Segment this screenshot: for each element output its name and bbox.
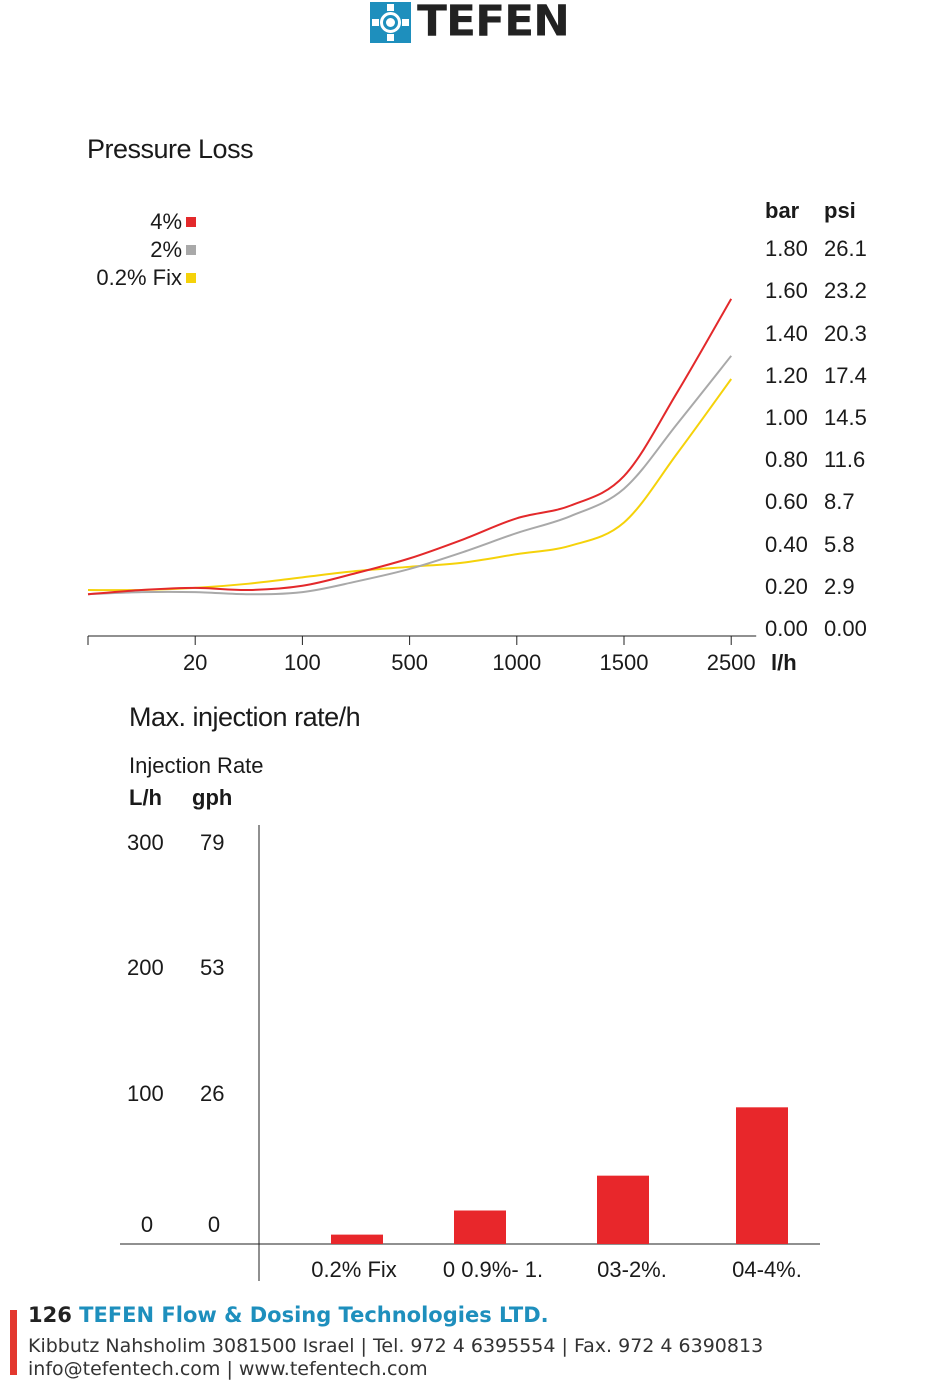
y-tick-label-psi: 14.5: [824, 405, 867, 430]
pressure-loss-title: Pressure Loss: [87, 134, 254, 164]
x-category-label: 03-2%.: [597, 1257, 667, 1282]
pressure-loss-plot: [87, 298, 757, 645]
injection-rate-title: Max. injection rate/h: [129, 702, 361, 732]
y-tick-label-psi: 2.9: [824, 573, 855, 599]
y-tick-label-bar: 1.60: [765, 278, 808, 304]
legend-item-fix: 0.2% Fix: [96, 265, 196, 291]
y-tick-label-gph: 79: [200, 830, 225, 855]
company-name: TEFEN Flow & Dosing Technologies LTD.: [79, 1303, 549, 1327]
footer-contact: info@tefentech.com | www.tefentech.com: [28, 1358, 428, 1380]
y-tick-label-lh: 100: [127, 1081, 164, 1106]
x-category-label: 04-4%.: [732, 1257, 802, 1282]
y-tick-label-bar: 1.80: [765, 236, 808, 262]
page-number: 126: [28, 1303, 72, 1327]
y-tick-label-lh: 300: [127, 830, 164, 855]
y-tick-label-gph: 53: [200, 955, 225, 980]
tefen-logo: TEFEN: [370, 0, 570, 47]
y-unit-gph: gph: [192, 785, 233, 810]
x-tick-label: 2500: [706, 650, 756, 675]
x-tick-label: 100: [284, 650, 321, 675]
injection-rate-ylabel: Injection Rate: [129, 753, 264, 778]
legend-item-4pct: 4%: [150, 209, 196, 235]
legend-swatch-gray: [186, 245, 196, 255]
logo-wordmark: TEFEN: [417, 0, 570, 47]
y-tick-label-bar: 0.60: [765, 489, 808, 515]
footer-address: Kibbutz Nahsholim 3081500 Israel | Tel. …: [28, 1335, 764, 1357]
y-tick-label-psi: 26.1: [824, 236, 867, 262]
series-line-4pct: [87, 298, 733, 596]
footer-accent-bar: [10, 1310, 17, 1375]
y-tick-label-psi: 8.7: [824, 489, 855, 515]
series-line-2pct: [87, 355, 732, 596]
y-tick-label-bar: 1.00: [765, 405, 808, 430]
x-tick-label: 500: [391, 650, 428, 675]
y-tick-label-gph: 0: [207, 1212, 221, 1237]
x-category-label: 0.2% Fix: [311, 1257, 397, 1282]
y-tick-label-psi: 20.3: [824, 320, 867, 346]
footer-company-line: 126 TEFEN Flow & Dosing Technologies LTD…: [28, 1303, 549, 1327]
legend-swatch-yellow: [186, 273, 196, 283]
y-tick-label-gph: 26: [200, 1081, 225, 1106]
legend-swatch-red: [186, 217, 196, 227]
y-tick-label-psi: 23.2: [824, 278, 867, 304]
bar: [736, 1107, 788, 1244]
y-unit-lh: L/h: [129, 785, 162, 810]
y-tick-label-psi: 17.4: [824, 362, 867, 388]
x-unit-lh: l/h: [771, 650, 797, 675]
tefen-logo-icon: [370, 1, 411, 43]
bar: [331, 1234, 383, 1244]
legend-label: 2%: [150, 237, 182, 262]
y-tick-label-lh: 200: [127, 955, 164, 980]
legend-item-2pct: 2%: [150, 237, 196, 263]
pressure-loss-legend: 4% 2% 0.2% Fix: [0, 206, 196, 296]
legend-label: 0.2% Fix: [96, 265, 182, 290]
x-tick-label: 1500: [599, 650, 649, 675]
y-tick-label-bar: 0.80: [765, 447, 808, 473]
legend-label: 4%: [150, 209, 182, 234]
x-tick-label: 1000: [492, 650, 542, 675]
y-unit-bar: bar: [765, 198, 800, 223]
bar: [597, 1175, 649, 1244]
y-tick-label-lh: 0: [140, 1212, 154, 1237]
y-tick-label-psi: 0.00: [824, 616, 867, 641]
y-tick-label-bar: 0.40: [765, 531, 808, 557]
bar: [454, 1210, 506, 1244]
x-category-label: 0 0.9%- 1.: [442, 1257, 544, 1282]
y-tick-label-bar: 0.20: [765, 573, 808, 599]
y-tick-label-bar: 1.20: [765, 362, 808, 388]
y-tick-label-bar: 1.40: [765, 320, 808, 346]
y-tick-label-psi: 5.8: [824, 531, 855, 557]
y-unit-psi: psi: [824, 198, 856, 223]
y-tick-label-psi: 11.6: [824, 447, 866, 473]
x-tick-label: 20: [182, 650, 208, 675]
y-tick-label-bar: 0.00: [765, 616, 808, 641]
